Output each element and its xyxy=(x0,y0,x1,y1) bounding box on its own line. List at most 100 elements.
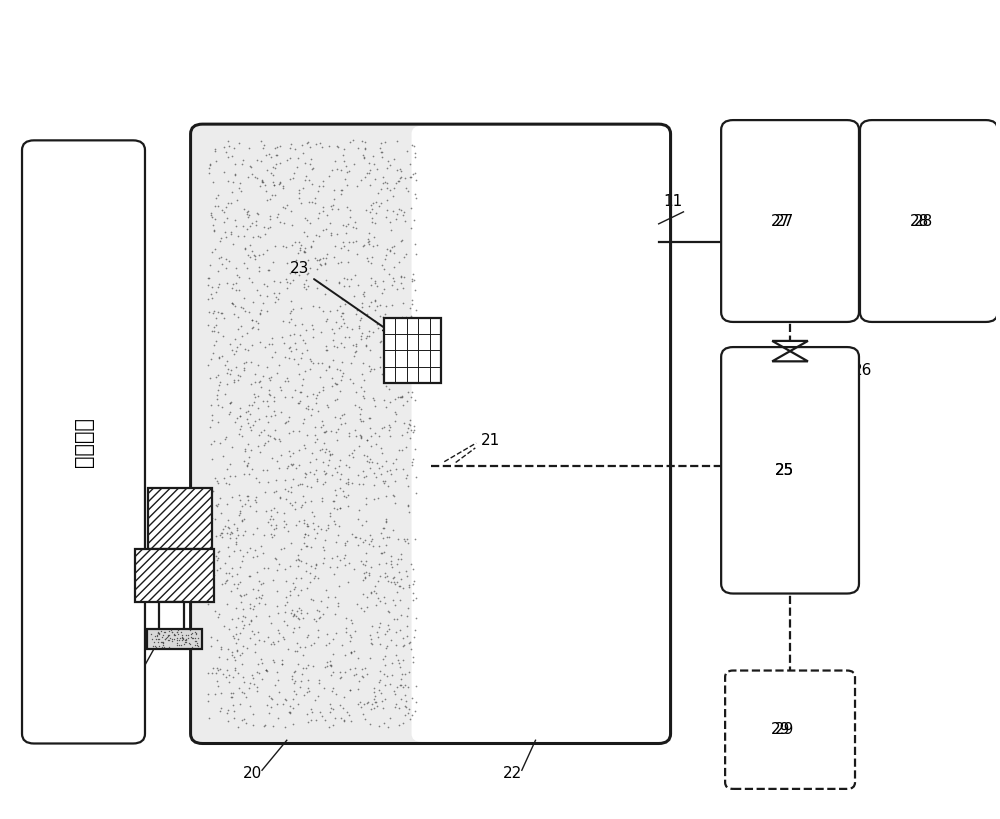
Point xyxy=(270,635,286,648)
Point xyxy=(225,277,241,290)
Point xyxy=(332,472,348,485)
Point xyxy=(401,578,417,591)
Point xyxy=(348,429,364,442)
Point xyxy=(396,364,412,377)
Point xyxy=(363,296,379,309)
Point xyxy=(321,139,337,152)
Point xyxy=(206,324,222,337)
Point xyxy=(210,281,226,294)
Point xyxy=(327,483,343,496)
Point xyxy=(401,581,417,594)
Point xyxy=(403,222,419,235)
Point xyxy=(310,519,326,532)
Point xyxy=(237,610,253,623)
Point xyxy=(222,367,238,380)
Point xyxy=(273,543,289,556)
Point xyxy=(357,143,373,156)
Point xyxy=(363,703,379,716)
Point xyxy=(405,426,421,439)
Point xyxy=(264,692,280,705)
Point xyxy=(281,315,297,328)
Point xyxy=(245,321,261,334)
Point xyxy=(373,441,389,455)
Point xyxy=(314,494,330,507)
Point xyxy=(217,225,233,238)
Point xyxy=(385,594,401,607)
Point xyxy=(334,639,350,652)
Point xyxy=(289,645,305,658)
Point xyxy=(318,466,334,479)
Point xyxy=(254,589,270,602)
Point xyxy=(224,185,240,198)
Point xyxy=(393,362,409,375)
Point xyxy=(319,601,335,614)
Point xyxy=(268,518,284,532)
Point xyxy=(258,410,274,423)
Point xyxy=(355,574,371,587)
Point xyxy=(367,314,383,328)
Point xyxy=(208,286,224,299)
Point xyxy=(355,414,371,428)
Point xyxy=(258,663,274,676)
Point xyxy=(294,317,310,330)
Point xyxy=(404,365,420,378)
Point xyxy=(321,720,337,733)
Point xyxy=(398,700,414,713)
Point xyxy=(227,662,243,675)
Point xyxy=(362,164,378,177)
Point xyxy=(214,350,230,363)
Point xyxy=(282,341,298,354)
Point xyxy=(171,639,187,652)
Point xyxy=(293,500,309,514)
Point xyxy=(375,176,391,189)
Point xyxy=(269,455,285,468)
Point xyxy=(389,681,405,694)
Point xyxy=(270,292,286,305)
Point xyxy=(380,604,396,618)
Point xyxy=(337,648,353,661)
Point xyxy=(317,468,333,481)
Point xyxy=(287,665,303,678)
Point xyxy=(355,287,371,301)
Point xyxy=(336,551,352,564)
Point xyxy=(395,341,411,354)
Point xyxy=(234,686,250,699)
Point xyxy=(224,296,240,310)
Point xyxy=(385,488,401,501)
Point xyxy=(310,184,326,197)
Point xyxy=(332,698,348,711)
Point xyxy=(238,405,254,419)
Point xyxy=(297,242,313,255)
Point xyxy=(269,698,285,711)
Point xyxy=(293,675,309,688)
Point xyxy=(228,345,244,358)
Point xyxy=(341,556,357,569)
Point xyxy=(333,242,349,255)
Point xyxy=(388,213,404,226)
Point xyxy=(395,282,411,295)
Point xyxy=(363,534,379,547)
Point xyxy=(248,215,264,228)
Point xyxy=(359,667,375,681)
Point xyxy=(358,339,374,352)
Point xyxy=(323,668,339,681)
Point xyxy=(233,419,249,432)
Point xyxy=(208,155,224,168)
Point xyxy=(291,554,307,567)
Point xyxy=(378,379,394,392)
Point xyxy=(336,272,352,285)
Point xyxy=(259,305,275,318)
Point xyxy=(394,390,410,403)
Point xyxy=(310,405,326,418)
Point xyxy=(226,545,242,558)
Point xyxy=(380,480,396,493)
Point xyxy=(297,174,313,187)
Point xyxy=(278,590,294,604)
Point xyxy=(212,528,228,541)
Point xyxy=(298,467,314,480)
Text: 26: 26 xyxy=(853,364,872,378)
Point xyxy=(203,287,219,300)
Point xyxy=(378,249,394,262)
Point xyxy=(298,540,314,553)
Point xyxy=(300,520,316,533)
